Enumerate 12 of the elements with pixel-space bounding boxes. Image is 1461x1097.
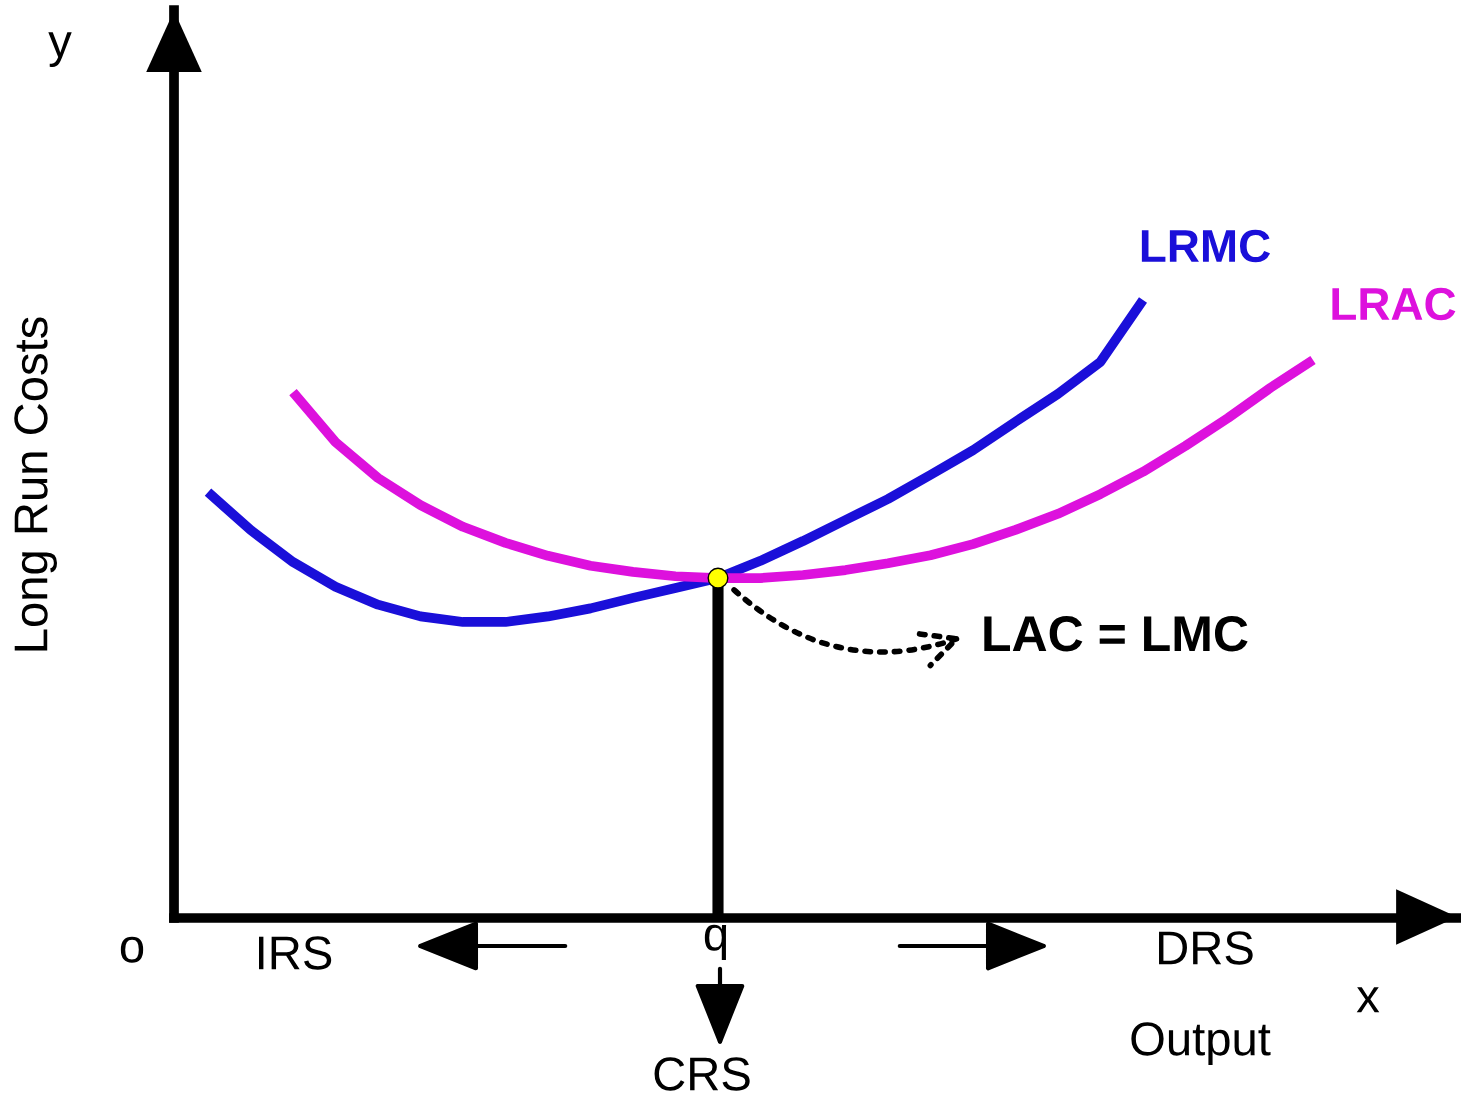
series-label: LRMC: [1141, 229, 1270, 263]
text: CRS: [654, 1057, 750, 1091]
text: x: [1356, 987, 1380, 1013]
y-axis-title: Long Run Costs: [14, 317, 58, 651]
text: IRS: [259, 936, 332, 970]
series-label: LRAC: [1332, 287, 1456, 321]
x-axis-title: Output: [1131, 1022, 1271, 1066]
annotation: LAC = LMC: [984, 616, 1248, 652]
text: y: [48, 32, 72, 68]
text: o: [120, 936, 144, 963]
text: DRS: [1159, 931, 1253, 965]
text: q: [704, 924, 727, 961]
